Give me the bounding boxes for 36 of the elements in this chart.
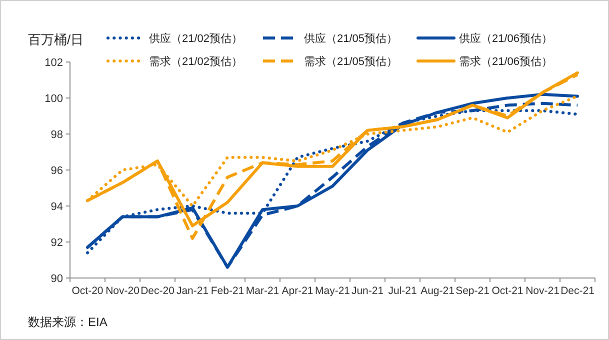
x-tick-label: Nov-21 xyxy=(526,285,560,297)
x-tick-label: Dec-21 xyxy=(560,285,595,297)
legend-item: 供应（21/02预估） xyxy=(106,33,243,45)
legend-item: 需求（21/02预估） xyxy=(106,56,243,68)
legend-label: 供应（21/06预估） xyxy=(459,32,553,45)
x-tick-label: Sep-21 xyxy=(456,285,490,297)
legend-item: 需求（21/06预估） xyxy=(416,56,553,68)
x-tick-label: Feb-21 xyxy=(210,285,244,297)
legend-item: 供应（21/05预估） xyxy=(263,33,398,45)
y-tick-label: 94 xyxy=(50,201,63,213)
x-tick-label: Aug-21 xyxy=(420,285,455,297)
legend-label: 供应（21/02预估） xyxy=(149,32,243,45)
y-axis-title: 百万桶/日 xyxy=(28,32,84,47)
legend-label: 需求（21/02预估） xyxy=(149,55,243,68)
legend-label: 供应（21/05预估） xyxy=(304,32,398,45)
y-tick-label: 102 xyxy=(44,57,63,69)
x-tick-label: Jun-21 xyxy=(351,285,384,297)
x-tick-label: May-21 xyxy=(314,285,350,297)
x-tick-label: Dec-20 xyxy=(140,285,175,297)
x-tick-label: Nov-20 xyxy=(106,285,140,297)
x-tick-label: Mar-21 xyxy=(246,285,280,297)
y-tick-label: 100 xyxy=(44,93,63,105)
legend-label: 需求（21/06预估） xyxy=(459,55,553,68)
y-tick-label: 96 xyxy=(50,165,63,177)
x-tick-label: Apr-21 xyxy=(282,285,314,297)
x-tick-label: Jan-21 xyxy=(176,285,209,297)
x-tick-label: Jul-21 xyxy=(388,285,417,297)
y-tick-label: 98 xyxy=(50,129,63,141)
legend-item: 需求（21/05预估） xyxy=(263,56,398,68)
legend-item: 供应（21/06预估） xyxy=(416,33,553,45)
source-note: 数据来源：EIA xyxy=(28,315,108,329)
legend-label: 需求（21/05预估） xyxy=(304,55,398,68)
y-tick-label: 92 xyxy=(50,237,63,249)
x-tick-label: Oct-20 xyxy=(72,285,104,297)
y-tick-label: 90 xyxy=(50,273,63,285)
x-tick-label: Oct-21 xyxy=(492,285,524,297)
